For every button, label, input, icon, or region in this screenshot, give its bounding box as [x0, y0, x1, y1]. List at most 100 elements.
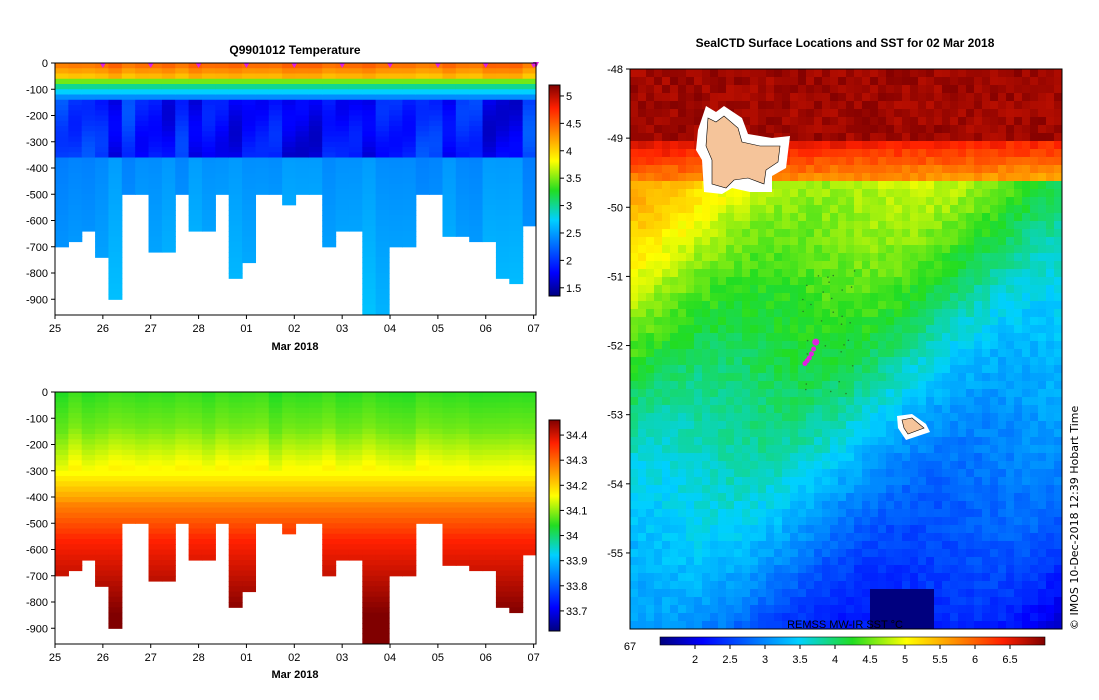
sst-cell: [638, 133, 647, 142]
section-cell: [161, 94, 176, 101]
sst-cell: [694, 173, 703, 182]
section-cell: [442, 231, 457, 237]
section-cell: [415, 507, 430, 514]
sst-cell: [662, 133, 671, 142]
sst-cell: [806, 421, 815, 430]
section-cell: [242, 236, 257, 243]
section-cell: [402, 476, 417, 482]
section-cell: [389, 173, 403, 180]
sst-cell: [926, 365, 935, 374]
section-cell: [442, 183, 457, 190]
section-cell: [509, 434, 524, 440]
section-cell: [322, 115, 337, 122]
sst-cell: [630, 165, 639, 174]
sst-cell: [1030, 181, 1039, 190]
sst-cell: [646, 197, 655, 206]
sst-cell: [630, 381, 639, 390]
sst-cell: [958, 221, 967, 230]
section-cell: [161, 518, 176, 524]
sst-cell: [710, 381, 719, 390]
section-cell: [242, 407, 257, 414]
section-cell: [295, 152, 310, 159]
section-cell: [175, 491, 190, 498]
sst-cell: [886, 413, 895, 422]
section-cell: [469, 115, 484, 122]
section-cell: [482, 533, 497, 540]
surface-markers: [99, 62, 539, 68]
section-cell: [161, 183, 176, 190]
sst-cell: [870, 181, 879, 190]
section-cell: [482, 397, 497, 404]
section-cell: [215, 439, 230, 446]
section-cell: [148, 99, 163, 106]
section-cell: [362, 246, 377, 253]
section-cell: [201, 94, 216, 101]
section-cell: [509, 220, 524, 227]
sst-cell: [814, 141, 823, 150]
sst-cell: [774, 229, 783, 238]
section-cell: [362, 252, 377, 258]
sst-cell: [974, 165, 983, 174]
section-cell: [429, 168, 444, 174]
section-cell: [201, 225, 216, 232]
sst-cell: [974, 381, 983, 390]
sst-cell: [862, 237, 871, 246]
section-cell: [375, 607, 390, 614]
salinity-x-label: Mar 2018: [271, 669, 318, 681]
section-cell: [55, 565, 69, 572]
sst-cell: [702, 221, 711, 230]
sst-cell: [830, 205, 839, 214]
section-cell: [161, 78, 176, 85]
section-cell: [242, 565, 257, 572]
section-cell: [495, 470, 510, 477]
sst-cell: [750, 301, 759, 310]
section-cell: [389, 236, 403, 243]
section-cell: [482, 413, 497, 419]
sst-cell: [878, 349, 887, 358]
section-cell: [509, 105, 524, 111]
section-cell: [375, 623, 390, 629]
section-cell: [108, 189, 123, 195]
section-cell: [121, 115, 136, 122]
sst-cell: [662, 85, 671, 94]
section-cell: [148, 73, 163, 80]
section-cell: [161, 178, 176, 185]
sst-cell: [982, 261, 991, 270]
sst-cell: [806, 149, 815, 158]
section-cell: [295, 89, 310, 96]
section-cell: [161, 507, 176, 514]
sst-cell: [886, 69, 895, 78]
sst-cell: [662, 109, 671, 118]
sst-cell: [790, 189, 799, 198]
sst-cell: [662, 253, 671, 262]
sst-cell: [766, 333, 775, 342]
section-cell: [268, 110, 283, 117]
sst-cell: [726, 221, 735, 230]
section-cell: [175, 99, 190, 106]
sst-cell: [966, 373, 975, 382]
sst-cell: [966, 253, 975, 262]
sst-cell: [1030, 149, 1039, 158]
section-cell: [335, 84, 350, 90]
sst-cell: [806, 85, 815, 94]
sst-cell: [1022, 173, 1031, 182]
sst-cell: [1006, 149, 1015, 158]
section-cell: [108, 231, 123, 237]
sst-cell: [1046, 253, 1055, 262]
sst-cell: [886, 309, 895, 318]
section-cell: [228, 581, 243, 587]
sst-cell: [1014, 325, 1023, 334]
sst-cell: [870, 149, 879, 158]
sst-cell: [726, 373, 735, 382]
sst-cell: [918, 357, 927, 366]
sst-cell: [918, 237, 927, 246]
sst-cell: [998, 301, 1007, 310]
sst-cell: [870, 325, 879, 334]
section-cell: [148, 497, 163, 503]
section-cell: [362, 194, 377, 201]
section-cell: [482, 194, 497, 201]
sst-cell: [678, 117, 687, 126]
sst-cell: [838, 101, 847, 110]
section-cell: [268, 105, 283, 111]
section-cell: [108, 607, 123, 614]
